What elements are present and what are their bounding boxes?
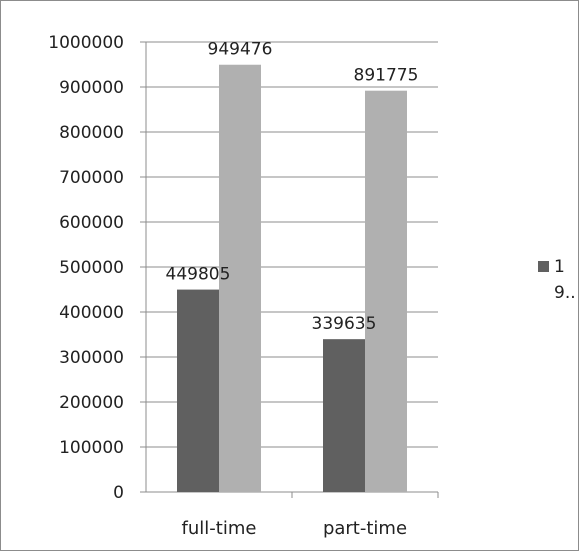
- y-axis-ticks: 0 100000 200000 300000 400000 500000 600000 700…: [48, 33, 124, 503]
- bar: [365, 90, 407, 493]
- y-tick-label: 400000: [59, 303, 124, 323]
- x-axis-categories: full-time part-time: [182, 518, 408, 539]
- y-tick-label: 900000: [59, 78, 124, 98]
- data-label: 891775: [354, 66, 419, 86]
- bar: [219, 64, 261, 492]
- x-category-label: part-time: [323, 518, 407, 539]
- y-tick-label: 100000: [59, 438, 124, 458]
- legend-label: 9..: [554, 283, 576, 303]
- y-tick-label: 0: [113, 483, 124, 503]
- x-category-label: full-time: [182, 518, 257, 539]
- data-labels: 449805 949476 339635 891775: [166, 40, 419, 334]
- y-tick-label: 700000: [59, 168, 124, 188]
- data-label: 449805: [166, 265, 231, 285]
- y-tick-label: 200000: [59, 393, 124, 413]
- legend-label: 1: [554, 257, 565, 277]
- y-tick-label: 800000: [59, 123, 124, 143]
- legend-swatch: [538, 261, 549, 272]
- data-label: 339635: [312, 314, 377, 334]
- bar: [323, 339, 365, 492]
- y-tick-label: 1000000: [48, 33, 124, 53]
- bar: [177, 289, 219, 492]
- y-tick-label: 500000: [59, 258, 124, 278]
- y-tick-label: 600000: [59, 213, 124, 233]
- bars: [177, 64, 407, 493]
- y-tick-label: 300000: [59, 348, 124, 368]
- legend: 19..: [538, 257, 576, 303]
- data-label: 949476: [208, 40, 273, 60]
